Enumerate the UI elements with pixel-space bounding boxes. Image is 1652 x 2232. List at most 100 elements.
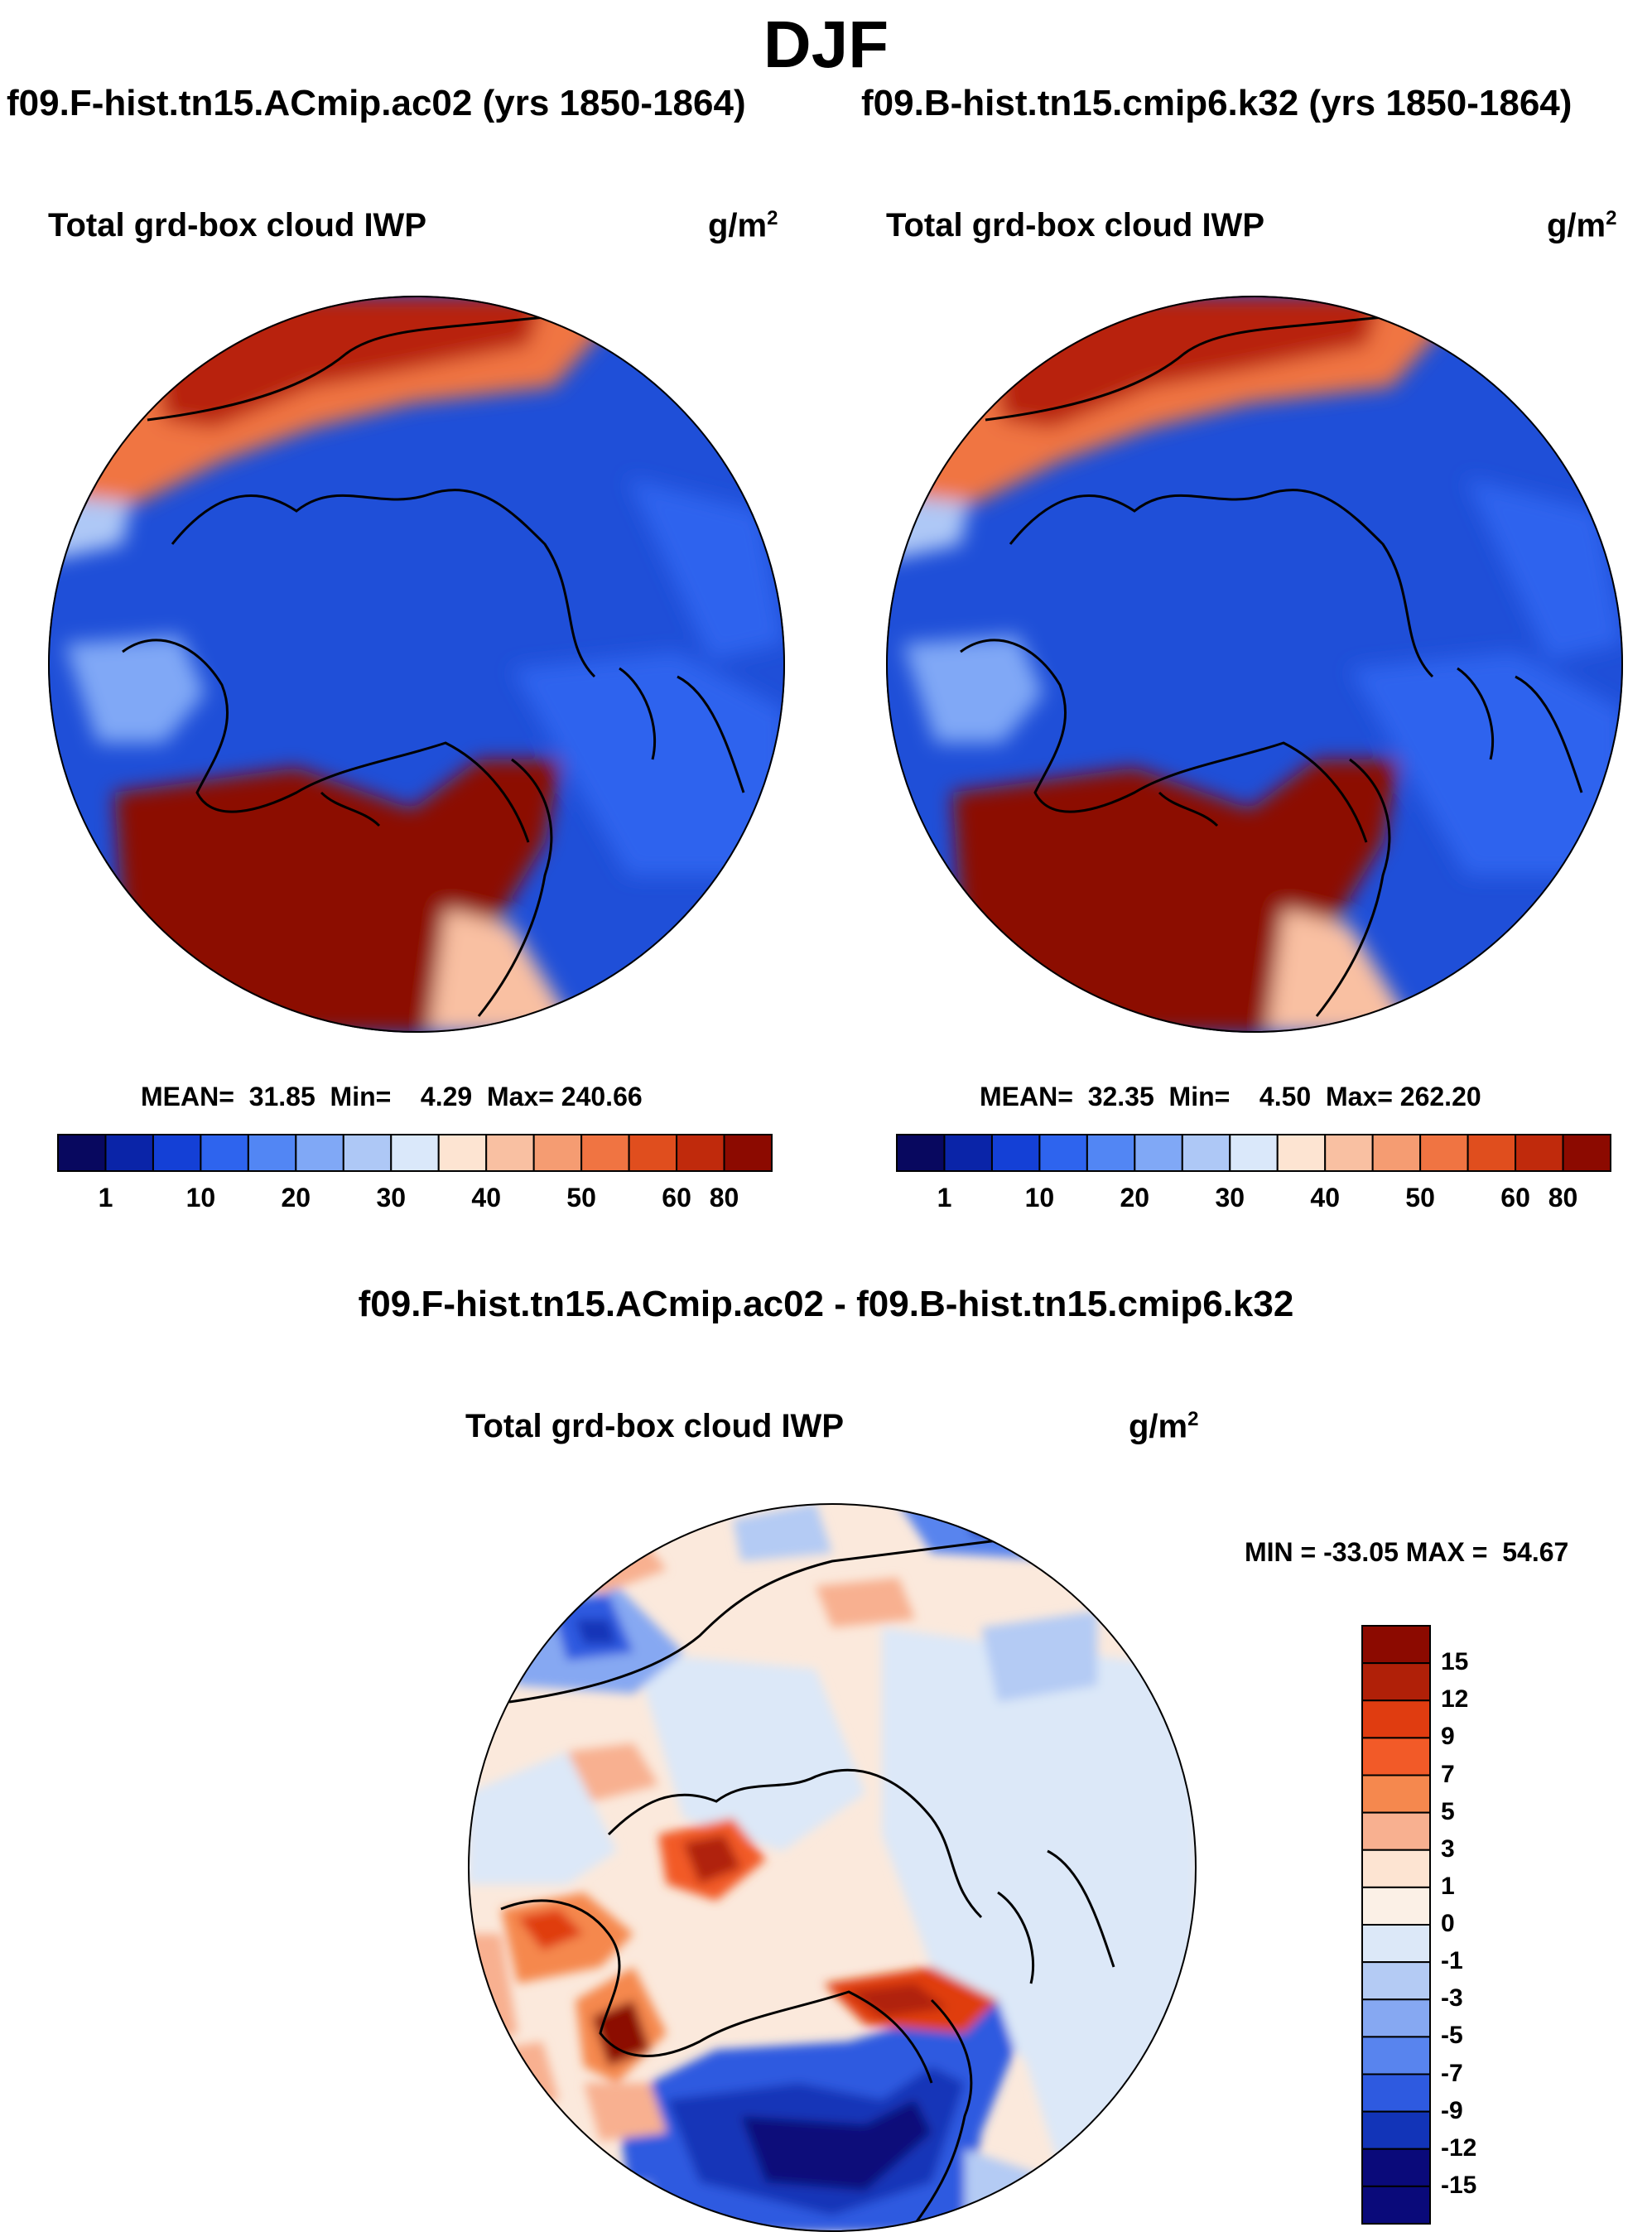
colorbar-swatch [390, 1134, 440, 1172]
colorbar-swatch [1361, 1924, 1431, 1964]
colorbar-tick-label: 30 [376, 1183, 407, 1212]
panel-2-case-title: f09.B-hist.tn15.cmip6.k32 (yrs 1850-1864… [861, 83, 1573, 123]
diff-colorbar [1361, 1625, 1431, 2225]
colorbar-tick-label: 12 [1441, 1685, 1469, 1714]
colorbar-tick-label: 1 [937, 1183, 952, 1212]
colorbar-swatch [1361, 1849, 1431, 1888]
colorbar-tick-label: 15 [1441, 1648, 1469, 1676]
colorbar-tick-label: 10 [1024, 1183, 1055, 1212]
colorbar-tick-label: 9 [1441, 1723, 1455, 1751]
panel-1-case-title: f09.F-hist.tn15.ACmip.ac02 (yrs 1850-186… [7, 83, 746, 123]
panel-2-colorbar-ticks: 1 10 20 30 40 50 60 80 [897, 1183, 1611, 1216]
colorbar-swatch [1086, 1134, 1136, 1172]
colorbar-tick-label: 20 [281, 1183, 311, 1212]
colorbar-tick-label: 1 [98, 1183, 113, 1212]
colorbar-swatch [990, 1134, 1041, 1172]
colorbar-swatch [1361, 1886, 1431, 1926]
colorbar-swatch [1361, 1998, 1431, 2038]
colorbar-swatch [437, 1134, 488, 1172]
colorbar-tick-label: -7 [1441, 2059, 1463, 2087]
colorbar-swatch [1038, 1134, 1088, 1172]
colorbar-tick-label: 1 [1441, 1872, 1455, 1900]
colorbar-swatch [1181, 1134, 1231, 1172]
colorbar-tick-label: 10 [185, 1183, 216, 1212]
panel-2-map [886, 296, 1623, 1033]
colorbar-tick-label: -9 [1441, 2096, 1463, 2124]
colorbar-swatch [485, 1134, 535, 1172]
colorbar-tick-label: 5 [1441, 1797, 1455, 1825]
colorbar-swatch [1515, 1134, 1564, 1172]
colorbar-tick-label: -1 [1441, 1947, 1463, 1975]
colorbar-swatch [1361, 1737, 1431, 1776]
colorbar-tick-label: 50 [566, 1183, 596, 1212]
colorbar-swatch [1361, 2073, 1431, 2113]
colorbar-swatch [1361, 1961, 1431, 2001]
colorbar-swatch [1562, 1134, 1612, 1172]
coastlines [122, 316, 745, 1017]
colorbar-swatch [342, 1134, 393, 1172]
colorbar-swatch [943, 1134, 993, 1172]
colorbar-tick-label: -15 [1441, 2171, 1477, 2199]
panel-1-stats: MEAN= 31.85 Min= 4.29 Max= 240.66 [141, 1082, 643, 1111]
colorbar-swatch [1467, 1134, 1517, 1172]
colorbar-swatch [247, 1134, 297, 1172]
colorbar-swatch [1361, 2148, 1431, 2187]
panel-1-colorbar-ticks: 1 10 20 30 40 50 60 80 [58, 1183, 772, 1216]
colorbar-swatch [1361, 1625, 1431, 1665]
diff-title: f09.F-hist.tn15.ACmip.ac02 - f09.B-hist.… [358, 1284, 1294, 1324]
diff-colorbar-ticks: 15 12 9 7 5 3 1 0 -1 -3 -5 -7 -9 -12 -15 [1441, 1626, 1540, 2224]
panel-1-map [48, 296, 785, 1033]
panel-2-units: g/m2 [1547, 207, 1617, 244]
colorbar-tick-label: 30 [1215, 1183, 1245, 1212]
colorbar-tick-label: 7 [1441, 1760, 1455, 1788]
colorbar-tick-label: -5 [1441, 2022, 1463, 2050]
colorbar-swatch [1361, 1699, 1431, 1739]
colorbar-swatch [896, 1134, 946, 1172]
colorbar-tick-label: 0 [1441, 1910, 1455, 1937]
panel-2-colorbar [896, 1134, 1612, 1172]
colorbar-tick-label: 50 [1405, 1183, 1435, 1212]
colorbar-tick-label: 20 [1120, 1183, 1150, 1212]
colorbar-swatch [1361, 2110, 1431, 2150]
colorbar-swatch [104, 1134, 154, 1172]
colorbar-tick-label: 80 [709, 1183, 739, 1212]
colorbar-swatch [1419, 1134, 1469, 1172]
colorbar-tick-label: 60 [662, 1183, 691, 1212]
colorbar-swatch [1361, 2036, 1431, 2075]
colorbar-swatch [1134, 1134, 1183, 1172]
colorbar-swatch [723, 1134, 773, 1172]
colorbar-swatch [1324, 1134, 1374, 1172]
colorbar-swatch [1229, 1134, 1279, 1172]
diff-variable: Total grd-box cloud IWP [465, 1408, 844, 1444]
colorbar-swatch [1361, 1774, 1431, 1814]
season-title: DJF [763, 7, 889, 81]
colorbar-swatch [1361, 1662, 1431, 1702]
colorbar-tick-label: 40 [471, 1183, 501, 1212]
colorbar-tick-label: -3 [1441, 1984, 1463, 2013]
panel-1-units: g/m2 [708, 207, 778, 244]
diff-map [468, 1503, 1197, 2232]
colorbar-swatch [1276, 1134, 1327, 1172]
panel-2-variable: Total grd-box cloud IWP [886, 207, 1264, 243]
panel-1-colorbar [57, 1134, 773, 1172]
colorbar-swatch [1361, 1811, 1431, 1851]
colorbar-swatch [676, 1134, 725, 1172]
colorbar-swatch [152, 1134, 202, 1172]
diff-minmax: MIN = -33.05 MAX = 54.67 [1245, 1537, 1569, 1567]
colorbar-swatch [1361, 2185, 1431, 2225]
diff-units: g/m2 [1129, 1408, 1199, 1445]
colorbar-tick-label: -12 [1441, 2133, 1477, 2162]
colorbar-swatch [57, 1134, 107, 1172]
panel-1-variable: Total grd-box cloud IWP [48, 207, 426, 243]
colorbar-tick-label: 3 [1441, 1834, 1455, 1863]
colorbar-swatch [580, 1134, 630, 1172]
colorbar-swatch [532, 1134, 583, 1172]
colorbar-swatch [200, 1134, 249, 1172]
colorbar-swatch [1371, 1134, 1422, 1172]
colorbar-swatch [295, 1134, 344, 1172]
colorbar-tick-label: 40 [1310, 1183, 1340, 1212]
colorbar-tick-label: 60 [1500, 1183, 1530, 1212]
panel-2-stats: MEAN= 32.35 Min= 4.50 Max= 262.20 [980, 1082, 1481, 1111]
colorbar-tick-label: 80 [1548, 1183, 1578, 1212]
colorbar-swatch [628, 1134, 678, 1172]
